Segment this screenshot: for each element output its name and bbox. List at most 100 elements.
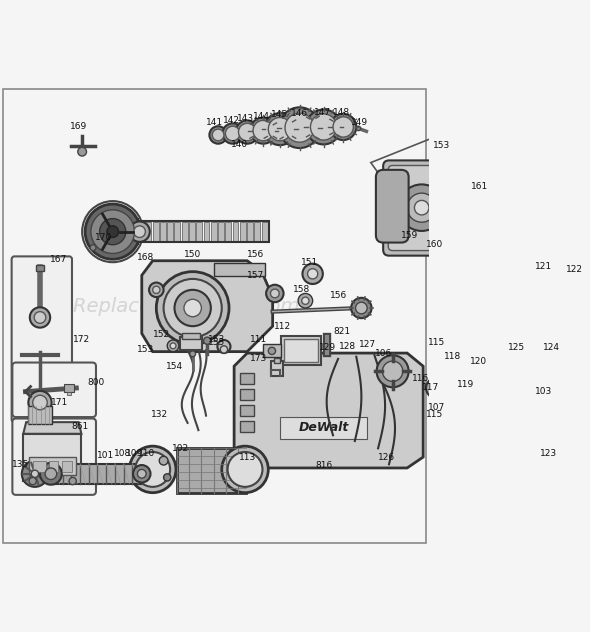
Circle shape [220,346,228,353]
Bar [23,434,81,481]
FancyBboxPatch shape [431,415,464,445]
Bar [37,265,44,271]
Circle shape [382,361,403,382]
Bar [556,359,572,413]
Text: 129: 129 [319,343,336,353]
Ellipse shape [526,353,545,358]
Circle shape [306,109,341,144]
Circle shape [212,129,224,141]
Bar [240,374,254,384]
Text: 144: 144 [253,112,270,121]
Text: 110: 110 [138,449,156,458]
Text: 157: 157 [247,270,264,280]
Polygon shape [482,281,542,460]
Circle shape [476,366,491,380]
Circle shape [167,340,179,351]
Text: 135: 135 [12,460,29,469]
Circle shape [303,264,323,284]
Circle shape [225,126,240,141]
Text: 123: 123 [540,449,558,458]
Circle shape [431,382,442,394]
Circle shape [356,302,367,314]
Circle shape [40,463,62,485]
Bar [225,222,231,241]
Circle shape [163,279,222,337]
Text: 125: 125 [507,343,525,353]
Polygon shape [23,422,81,434]
Circle shape [414,200,429,215]
Circle shape [268,347,276,355]
Circle shape [253,121,273,141]
Circle shape [222,123,243,143]
Bar [247,222,253,241]
Text: 109: 109 [126,449,143,458]
Text: 141: 141 [206,118,223,127]
Circle shape [298,293,313,308]
Bar [196,222,202,241]
FancyBboxPatch shape [12,418,96,495]
Bar [181,337,202,350]
Circle shape [85,204,140,259]
Circle shape [133,465,150,482]
Circle shape [376,355,409,387]
Circle shape [184,300,201,317]
Text: 800: 800 [87,379,104,387]
Circle shape [78,147,87,156]
Text: 113: 113 [238,453,256,461]
Text: 122: 122 [566,265,583,274]
Bar [486,344,499,384]
Circle shape [356,126,360,131]
Text: 171: 171 [51,398,68,407]
Circle shape [238,123,256,141]
Text: 115: 115 [426,410,444,420]
Text: 169: 169 [70,122,87,131]
Bar [263,344,281,358]
Circle shape [137,470,146,478]
Bar [167,222,173,241]
Circle shape [28,391,51,414]
Circle shape [107,226,119,238]
Circle shape [398,185,445,231]
Text: 148: 148 [333,108,350,117]
Bar [280,417,367,439]
Text: 159: 159 [401,231,419,240]
Circle shape [91,210,135,253]
Bar [145,222,151,241]
Text: 168: 168 [137,253,154,262]
Bar [204,222,209,241]
Bar [240,222,246,241]
Circle shape [426,378,447,398]
Circle shape [149,283,163,297]
Bar [254,222,260,241]
Bar [240,389,254,400]
Text: 155: 155 [208,337,225,347]
Circle shape [22,461,48,487]
Bar [182,222,188,241]
Bar [502,400,511,431]
Text: 101: 101 [97,451,114,460]
Circle shape [250,118,276,143]
Text: 170: 170 [96,233,113,242]
Circle shape [222,446,268,493]
Text: 116: 116 [412,374,429,383]
Text: 108: 108 [113,449,131,458]
Bar [138,222,144,241]
Circle shape [100,219,126,245]
Text: 153: 153 [137,345,154,354]
Circle shape [69,477,76,485]
Bar [528,400,537,431]
Circle shape [235,121,259,143]
Text: 147: 147 [313,108,330,117]
Circle shape [264,113,296,145]
Bar [526,355,545,417]
Text: 821: 821 [333,327,350,336]
Text: 142: 142 [222,116,240,125]
Text: 143: 143 [237,114,254,123]
Text: eReplacementParts.com: eReplacementParts.com [61,297,299,316]
Circle shape [480,370,487,377]
Bar [175,222,181,241]
Bar [113,219,138,244]
Bar [32,461,46,471]
Polygon shape [234,353,423,468]
Bar [218,222,224,241]
